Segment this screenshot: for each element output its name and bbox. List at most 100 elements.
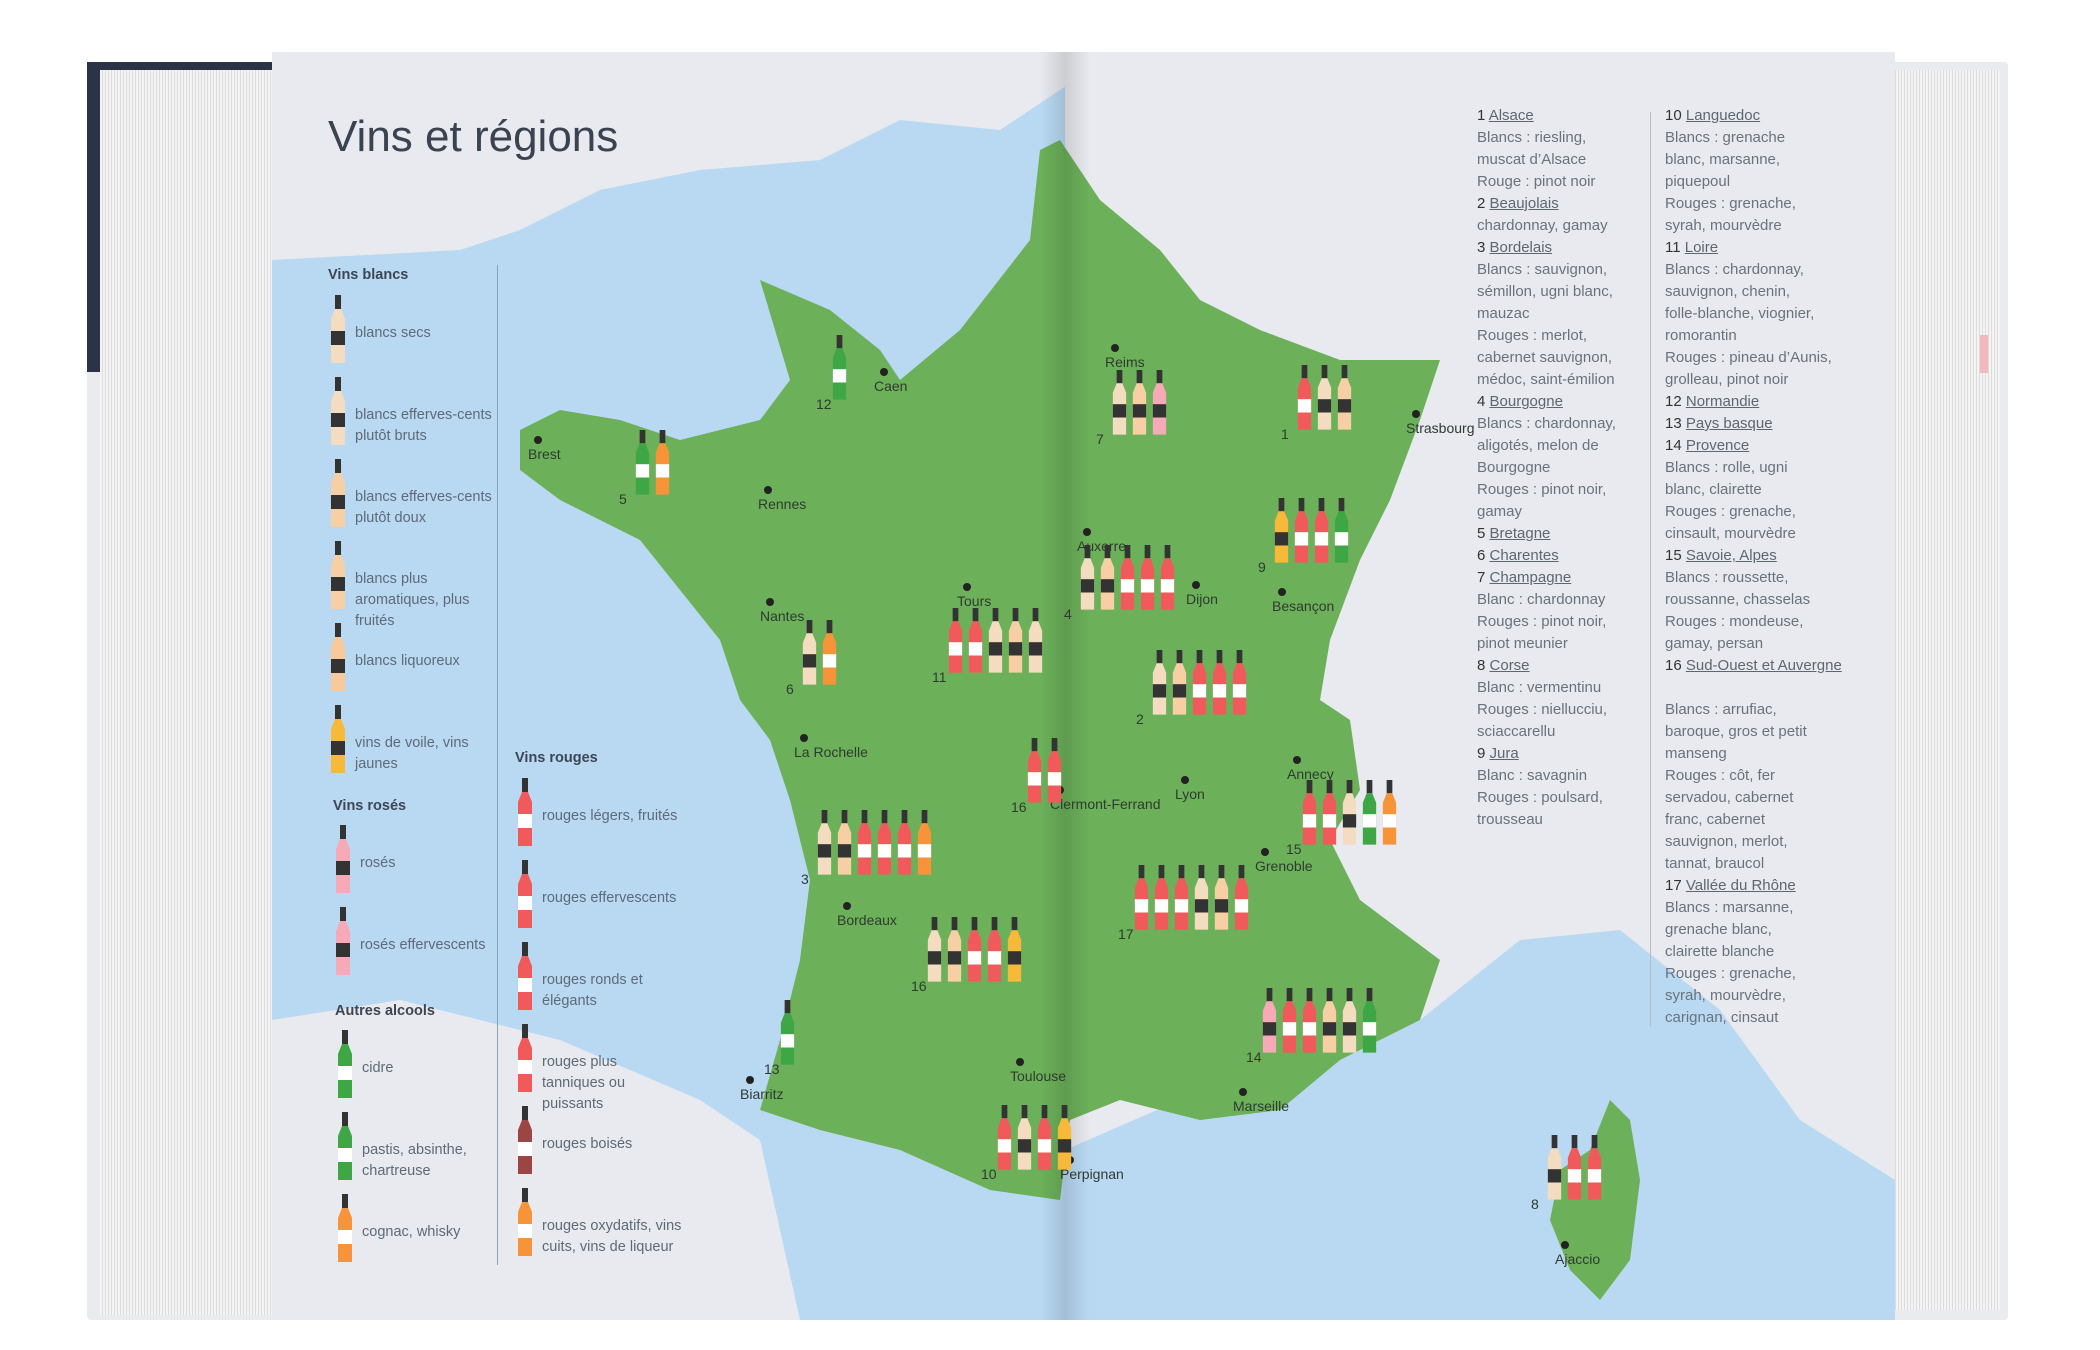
wine-bottle-icon — [822, 620, 837, 685]
city-dot — [1083, 528, 1091, 536]
region-link[interactable]: Vallée du Rhône — [1685, 877, 1796, 894]
region-grape-line: Blanc : chardonnay — [1477, 591, 1606, 608]
region-grape-line: carignan, cinsaut — [1665, 1009, 1779, 1026]
region-number: 8 — [1531, 1196, 1539, 1212]
region-grape-line: Rouges : grenache, — [1665, 195, 1796, 212]
city-dot — [1293, 756, 1301, 764]
land-south — [272, 1000, 800, 1320]
city-dot — [1278, 588, 1286, 596]
region-link[interactable]: Provence — [1685, 437, 1750, 454]
region-entry-title[interactable]: 7 Champagne — [1477, 567, 1677, 589]
region-entry-title[interactable]: 9 Jura — [1477, 743, 1677, 765]
region-link[interactable]: Pays basque — [1685, 415, 1773, 432]
region-grape-line: chardonnay, gamay — [1477, 217, 1608, 234]
region-grape-line: Rouges : merlot, — [1477, 327, 1588, 344]
region-grape-line: gamay, persan — [1665, 635, 1764, 652]
city-label: Besançon — [1272, 598, 1335, 614]
region-entry-title[interactable]: 8 Corse — [1477, 655, 1677, 677]
region-grape-line: Blanc : savagnin — [1477, 767, 1588, 784]
wine-bottle-icon — [338, 1030, 352, 1098]
wine-bottle-icon — [1262, 988, 1277, 1053]
region-link[interactable]: Bretagne — [1489, 525, 1551, 542]
region-link[interactable]: Jura — [1489, 745, 1519, 762]
region-link[interactable]: Savoie, Alpes — [1685, 547, 1777, 564]
region-entry-title[interactable]: 11 Loire — [1665, 237, 1865, 259]
region-grape-line: Rouges : grenache, — [1665, 965, 1796, 982]
region-link[interactable]: Sud-Ouest et Auvergne — [1685, 657, 1842, 674]
legend-item-label: rouges ronds et élégants — [542, 972, 643, 1009]
region-grape-line: Blancs : marsanne, — [1665, 899, 1794, 916]
wine-bottle-icon — [1057, 1105, 1072, 1170]
region-entry-title[interactable]: 10 Languedoc — [1665, 105, 1865, 127]
region-grape-line: sauvignon, chenin, — [1665, 283, 1791, 300]
region-entry-title[interactable]: 16 Sud-Ouest et Auvergne — [1665, 655, 1865, 677]
region-number: 11 — [932, 669, 947, 685]
region-number: 15 — [1665, 547, 1686, 564]
legend-item-label: blancs secs — [355, 325, 431, 341]
legend-item-label: pastis, absinthe, chartreuse — [362, 1142, 467, 1179]
wine-bottle-icon — [1028, 608, 1043, 673]
region-entry-title[interactable]: 5 Bretagne — [1477, 523, 1677, 545]
region-grape-line: Blanc : vermentinu — [1477, 679, 1602, 696]
region-grape-line: servadou, cabernet — [1665, 789, 1794, 806]
sea-mediterranean — [1065, 930, 1895, 1320]
region-link[interactable]: Normandie — [1685, 393, 1760, 410]
wine-bottle-icon — [1362, 780, 1377, 845]
wine-bottle-icon — [997, 1105, 1012, 1170]
region-number: 1 — [1477, 107, 1489, 124]
wine-bottle-icon — [518, 1106, 532, 1174]
bookmark-tab — [1980, 335, 1988, 373]
city-label: Toulouse — [1010, 1068, 1067, 1084]
region-link[interactable]: Bourgogne — [1489, 393, 1563, 410]
region-link[interactable]: Bordelais — [1489, 239, 1553, 256]
region-grape-line: franc, cabernet — [1665, 811, 1766, 828]
region-grape-line: Blancs : sauvignon, — [1477, 261, 1608, 278]
region-entry-title[interactable]: 12 Normandie — [1665, 391, 1865, 413]
region-link[interactable]: Charentes — [1489, 547, 1559, 564]
region-link[interactable]: Alsace — [1488, 107, 1534, 124]
legend-item-label: cognac, whisky — [362, 1224, 461, 1240]
region-entry-title[interactable]: 1 Alsace — [1477, 105, 1677, 127]
region-grape-line: romorantin — [1665, 327, 1737, 344]
wine-bottle-icon — [1362, 988, 1377, 1053]
wine-bottle-icon — [1080, 545, 1095, 610]
wine-bottle-icon — [1172, 650, 1187, 715]
region-entry-title[interactable]: 15 Savoie, Alpes — [1665, 545, 1865, 567]
city-label: Strasbourg — [1406, 420, 1475, 436]
wine-bottle-icon — [1212, 650, 1227, 715]
region-link[interactable]: Beaujolais — [1489, 195, 1559, 212]
region-grape-line: Rouges : niellucciu, — [1477, 701, 1608, 718]
wine-bottle-icon — [331, 623, 345, 691]
city-dot — [880, 368, 888, 376]
wine-bottle-icon — [1008, 608, 1023, 673]
legend-item-label: blancs plus aromatiques, plus fruités — [355, 571, 470, 629]
legend-item-label: rouges oxydatifs, vins cuits, vins de li… — [542, 1218, 682, 1255]
region-entry-title[interactable]: 3 Bordelais — [1477, 237, 1677, 259]
city-label: Nantes — [760, 608, 805, 624]
region-entry-title[interactable]: 13 Pays basque — [1665, 413, 1865, 435]
legend-item-label: blancs liquoreux — [355, 653, 460, 669]
wine-bottle-icon — [1154, 865, 1169, 930]
region-entry-title[interactable]: 14 Provence — [1665, 435, 1865, 457]
region-link[interactable]: Loire — [1684, 239, 1719, 256]
city-dot — [746, 1076, 754, 1084]
city-label: Lyon — [1175, 786, 1205, 802]
wine-bottle-icon — [1047, 738, 1062, 803]
region-grape-line: roussanne, chasselas — [1665, 591, 1811, 608]
wine-bottle-icon — [1120, 545, 1135, 610]
region-number: 2 — [1477, 195, 1490, 212]
region-grape-line: piquepoul — [1665, 173, 1731, 190]
region-entry-title[interactable]: 2 Beaujolais — [1477, 193, 1677, 215]
region-entry-title[interactable]: 17 Vallée du Rhône — [1665, 875, 1865, 897]
region-entry-title[interactable]: 6 Charentes — [1477, 545, 1677, 567]
region-link[interactable]: Corse — [1489, 657, 1530, 674]
region-grape-line: syrah, mourvèdre, — [1665, 987, 1786, 1004]
legend-divider — [497, 265, 498, 1265]
region-entry-title[interactable]: 4 Bourgogne — [1477, 391, 1677, 413]
region-grape-line: trousseau — [1477, 811, 1543, 828]
region-link[interactable]: Champagne — [1489, 569, 1572, 586]
city-dot — [534, 436, 542, 444]
wine-bottle-icon — [655, 430, 670, 495]
region-link[interactable]: Languedoc — [1685, 107, 1761, 124]
region-number: 8 — [1477, 657, 1490, 674]
